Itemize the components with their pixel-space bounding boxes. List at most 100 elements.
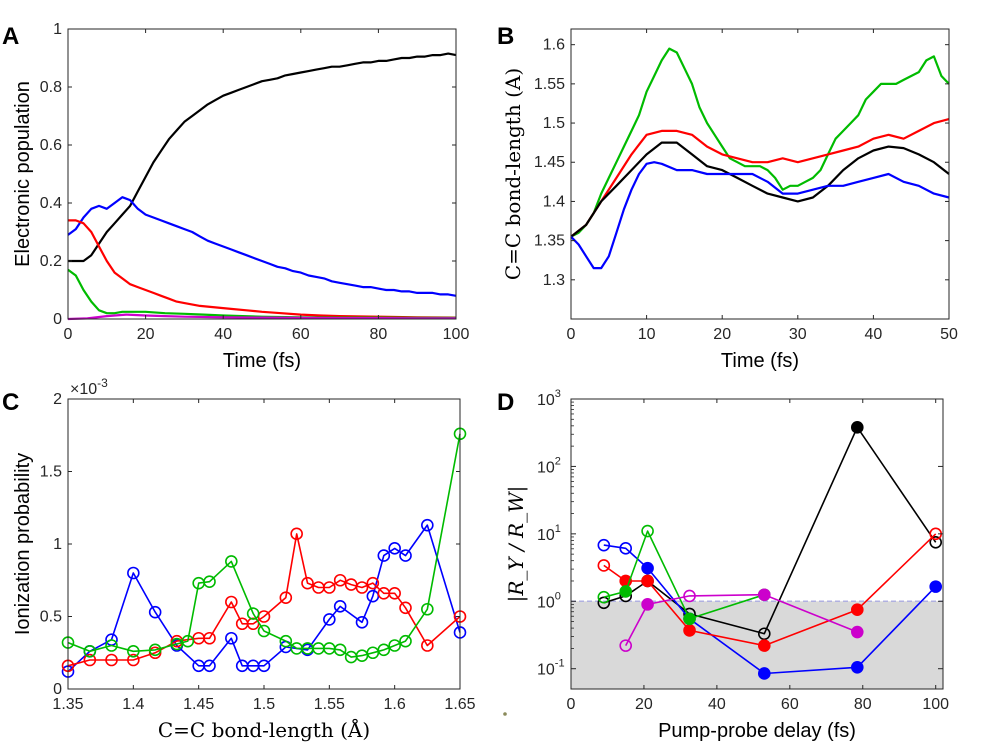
panel-b-axes-box [570, 28, 950, 320]
panel-d-xtick-label: 100 [922, 696, 949, 713]
panel-d-marker-magenta [641, 598, 654, 611]
panel-d-marker-blue [757, 667, 771, 680]
panel-c-xtick-label: 1.45 [183, 696, 214, 713]
panel-c-series-red [67, 533, 461, 667]
panel-a-series-green [67, 268, 456, 319]
panel-c-marker-blue [225, 631, 238, 645]
panel-b-xtick-label: 20 [713, 326, 731, 343]
panel-d-shaded-region [571, 601, 943, 689]
panel-a-ytick-label: 0.6 [40, 137, 62, 154]
panel-d-marker-red [683, 624, 696, 637]
panel-c-marker-green [279, 634, 293, 648]
panel-b-series-green [570, 47, 950, 238]
panel-c-marker-green [246, 607, 260, 620]
panel-b-xlabel: Time (fs) [721, 350, 799, 372]
panel-d-marker-black [850, 421, 864, 434]
panel-c-marker-blue [127, 566, 140, 580]
panel-c-marker-red [355, 581, 369, 594]
panel-c-marker-red [301, 576, 314, 590]
panel-d-marker-red [757, 639, 771, 652]
panel-a-ytick-label: 0.8 [40, 79, 62, 96]
panel-c-marker-blue [399, 549, 412, 562]
panel-c-xlabel: C=C bond-length (Å) [158, 717, 370, 742]
panel-b-xtick-label: 30 [789, 326, 807, 343]
panel-c-marker-green [399, 634, 412, 648]
panel-b-ytick-label: 1.35 [534, 233, 565, 250]
panel-c-marker-blue [388, 542, 401, 555]
panel-c-marker-green [333, 643, 347, 657]
panel-c-ytick-label: 1 [53, 536, 62, 553]
panel-b-ytick-label: 1.4 [543, 193, 565, 210]
panel-b-series-black [570, 141, 950, 238]
panel-c-marker-green [181, 634, 195, 648]
panel-b: 0 10 20 30 40 50 1.3 1.35 1.4 1.45 1.5 1.55 1.6 Time… [501, 28, 958, 372]
panel-d-marker-magenta [757, 588, 771, 602]
panel-a-xtick-label: 0 [64, 326, 73, 343]
panel-a-ytick-label: 0.2 [40, 253, 62, 270]
panel-c-marker-red [421, 639, 434, 652]
panel-c-marker-red [388, 586, 401, 600]
panel-b-ytick-label: 1.55 [534, 76, 565, 93]
panel-c-series-blue [67, 524, 461, 673]
panel-c-marker-green [377, 643, 391, 657]
panel-d-marker-magenta [619, 639, 633, 652]
panel-a-series-magenta [67, 313, 456, 321]
panel-d-marker-blue [641, 561, 654, 575]
panel-c-series-green [67, 433, 461, 658]
panel-d-marker-blue [619, 542, 633, 555]
panel-a-xlabel: Time (fs) [223, 350, 301, 372]
panel-c-ytick-label: 0 [53, 681, 62, 698]
panel-c-exponent-power: -3 [97, 376, 108, 390]
panel-d-marker-blue [597, 538, 611, 552]
panel-a-ytick-label: 0 [53, 311, 62, 328]
panel-a-xtick-label: 80 [370, 326, 388, 343]
panel-c-marker-red [366, 576, 380, 590]
panel-c-marker-red [279, 591, 293, 604]
panel-c-ylabel: Ionization probability [12, 453, 34, 635]
panel-d-ytick-label: 103 [537, 388, 561, 409]
panel-c-marker-blue [148, 605, 162, 619]
panel-c-marker-green [105, 639, 118, 652]
panel-a-series-blue [67, 196, 457, 297]
stray-dot [503, 712, 507, 716]
panel-c-marker-blue [203, 659, 216, 673]
panel-a-xtick-label: 100 [443, 326, 470, 343]
panel-d-marker-magenta [683, 589, 696, 603]
panel-d-marker-red [597, 559, 611, 572]
panel-d-xtick-label: 40 [708, 696, 726, 713]
panel-c-ytick-label: 1.5 [40, 464, 62, 481]
panel-d-marker-green [597, 590, 611, 604]
panel-c-marker-green [83, 644, 97, 658]
panel-a-series-red [68, 219, 457, 319]
panel-c-marker-green [148, 643, 162, 657]
panel-b-ytick-label: 1.45 [534, 154, 565, 171]
panel-b-series-red [570, 118, 950, 238]
panel-a-ytick-label: 0.4 [40, 195, 62, 212]
panel-d-marker-green [619, 585, 633, 598]
panel-a-series-black [68, 52, 457, 263]
panel-c-xtick-label: 1.4 [122, 696, 144, 713]
panel-d-ylabel: |R_Y / R_W| [504, 486, 529, 603]
panel-label-d: D [497, 389, 514, 416]
panel-a-xtick-label: 40 [214, 326, 232, 343]
panel-c-marker-blue [257, 659, 271, 673]
panel-b-ylabel: C=C bond-length (A) [501, 68, 525, 280]
panel-d-marker-black [929, 535, 943, 549]
panel-d-marker-blue [929, 580, 943, 593]
panel-b-xtick-label: 10 [638, 326, 656, 343]
panel-c-marker-red [203, 631, 216, 645]
panel-c-xtick-label: 1.5 [253, 696, 275, 713]
panel-c-marker-red [399, 601, 412, 615]
panel-a-xtick-label: 60 [292, 326, 310, 343]
panel-label-c: C [2, 389, 19, 416]
panel-c-xtick-label: 1.6 [384, 696, 406, 713]
panel-a-ytick-label: 1 [53, 21, 62, 38]
panel-c-exponent-base: ×10 [70, 381, 97, 398]
panel-b-xtick-label: 40 [865, 326, 883, 343]
panel-c-marker-red [127, 653, 140, 667]
panel-d: 0 20 40 60 80 100 10-1 100 101 102 103 Pump-probe … [504, 388, 949, 742]
panel-c-marker-red [83, 653, 97, 667]
panel-c-ytick-label: 2 [53, 391, 62, 408]
panel-a-axes-box [67, 28, 457, 320]
panel-a-ylabel: Electronic population [12, 81, 34, 267]
